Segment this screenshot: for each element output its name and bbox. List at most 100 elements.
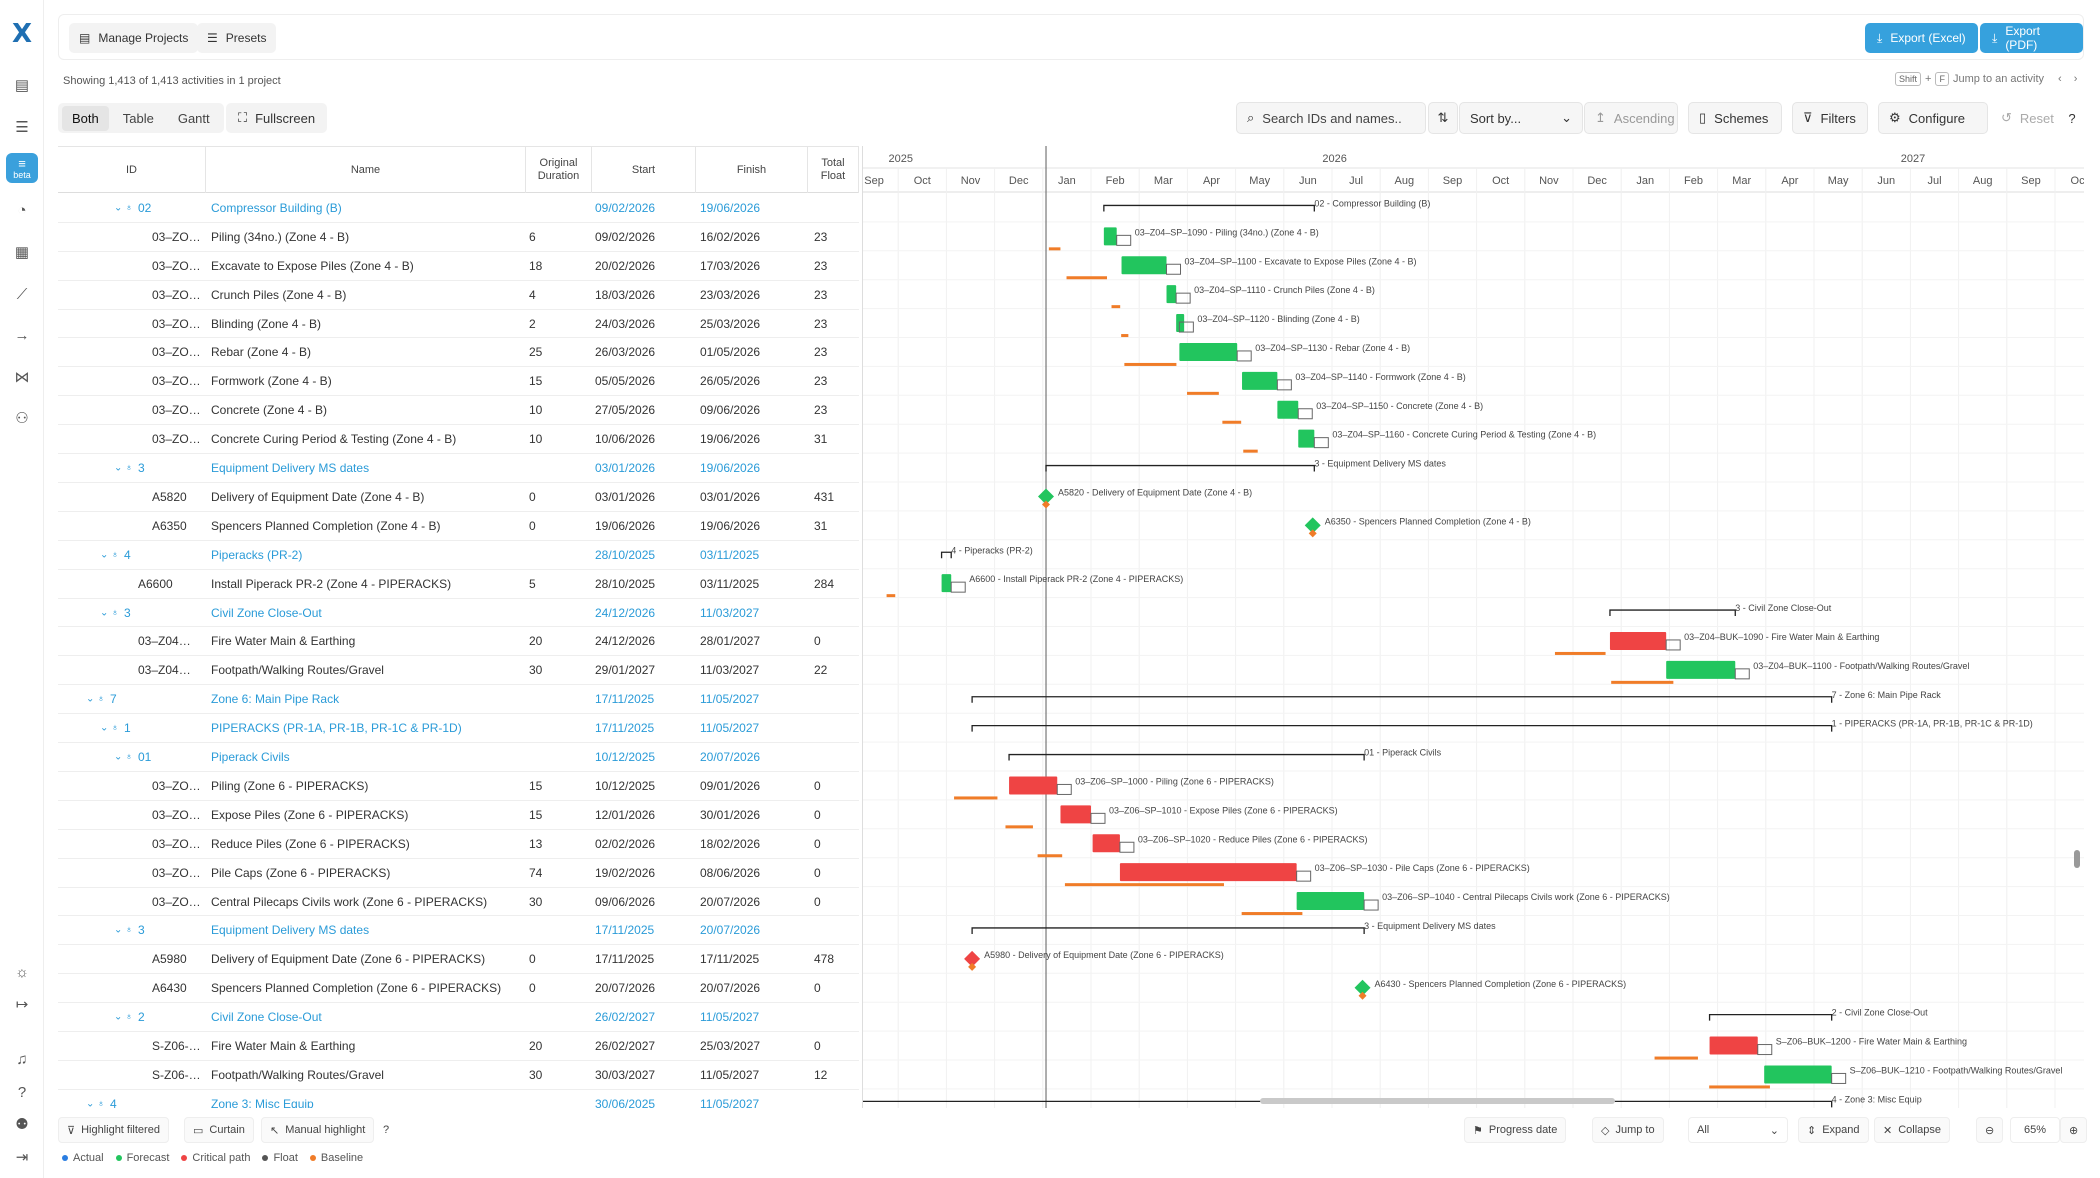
configure-button[interactable]: ⚙ Configure <box>1878 102 1988 134</box>
jump-to-button[interactable]: ◇ Jump to <box>1592 1117 1664 1143</box>
group-row[interactable]: ⌄ ♁ 3 Equipment Delivery MS dates 17/11/202… <box>58 917 859 946</box>
group-row[interactable]: ⌄ ♁ 4 Zone 3: Misc Equip 30/06/2025 11/05/20… <box>58 1090 859 1108</box>
zoom-out-button[interactable]: ⊖ <box>1976 1117 2004 1143</box>
app-logo[interactable]: X <box>11 19 33 49</box>
month-label: May <box>1828 175 1849 187</box>
table-row[interactable]: 03–ZO… Rebar (Zone 4 - B) 25 26/03/2026 01/0… <box>58 339 859 368</box>
expand-button[interactable]: ⇕ Expand <box>1798 1117 1869 1143</box>
table-row[interactable]: A6350 Spencers Planned Completion (Zone 4… <box>58 512 859 541</box>
help-icon[interactable]: ? <box>375 1117 398 1143</box>
logout-icon[interactable]: ⇥ <box>15 1149 29 1166</box>
group-row[interactable]: ⌄ ♁ 2 Civil Zone Close-Out 26/02/2027 11/05/… <box>58 1003 859 1033</box>
list-chart-icon[interactable]: ☰ <box>15 119 29 136</box>
chevron-left-icon[interactable]: ‹ <box>2058 73 2062 85</box>
tab-table[interactable]: Table <box>122 110 154 126</box>
ascending-button[interactable]: ↥ Ascending <box>1584 102 1678 134</box>
horizontal-scrollbar[interactable] <box>1260 1098 1615 1104</box>
chevron-down-icon[interactable]: ⌄ ♁ <box>100 607 119 619</box>
highlight-filtered-button[interactable]: ⊽ Highlight filtered <box>58 1117 169 1143</box>
sort-direction-button[interactable]: ⇅ <box>1428 102 1458 134</box>
export-excel-button[interactable]: ⤓ Export (Excel) <box>1865 23 1978 53</box>
table-row[interactable]: A6430 Spencers Planned Completion (Zone 6… <box>58 974 859 1004</box>
reset-button[interactable]: ↺ Reset <box>1990 102 2056 134</box>
group-row[interactable]: ⌄ ♁ 01 Piperack Civils 10/12/2025 20/07/2026 <box>58 743 859 772</box>
tab-both[interactable]: Both <box>62 105 109 131</box>
chevron-down-icon[interactable]: ⌄ ♁ <box>114 751 133 763</box>
chevron-down-icon[interactable]: ⌄ ♁ <box>114 462 133 474</box>
table-row[interactable]: S-Z06-… Footpath/Walking Routes/Gravel 30 3… <box>58 1061 859 1090</box>
sun-icon[interactable]: ☼ <box>15 963 29 981</box>
zoom-in-button[interactable]: ⊕ <box>2060 1117 2088 1143</box>
table-row[interactable]: 03–ZO… Blinding (Zone 4 - B) 2 24/03/2026 25… <box>58 310 859 339</box>
table-row[interactable]: 03–Z04… Fire Water Main & Earthing 20 24/12… <box>58 628 859 657</box>
table-row[interactable]: 03–ZO… Excavate to Expose Piles (Zone 4 -… <box>58 252 859 281</box>
bell-icon[interactable]: ♫ <box>16 1050 28 1068</box>
chevron-right-icon[interactable]: › <box>2073 73 2078 85</box>
progress-date-button[interactable]: ⚑ Progress date <box>1464 1117 1567 1143</box>
manage-projects-button[interactable]: ▤ Manage Projects <box>69 23 199 53</box>
chevron-down-icon[interactable]: ⌄ ♁ <box>114 1011 133 1023</box>
chevron-down-icon[interactable]: ⌄ ♁ <box>100 549 119 561</box>
table-row[interactable]: 03–ZO… Piling (34no.) (Zone 4 - B) 6 09/02/… <box>58 223 859 252</box>
col-id[interactable]: ID <box>58 147 206 193</box>
table-row[interactable]: 03–ZO… Piling (Zone 6 - PIPERACKS) 15 10/12… <box>58 772 859 801</box>
table-row[interactable]: 03–ZO… Expose Piles (Zone 6 - PIPERACKS) 1… <box>58 801 859 830</box>
table-row[interactable]: 03–ZO… Reduce Piles (Zone 6 - PIPERACKS) 1… <box>58 830 859 859</box>
all-select[interactable]: All ⌄ <box>1688 1117 1788 1143</box>
table-row[interactable]: 03–Z04… Footpath/Walking Routes/Gravel 30 2… <box>58 656 859 686</box>
table-row[interactable]: 03–ZO… Central Pilecaps Civils work (Zone… <box>58 888 859 917</box>
chevron-down-icon[interactable]: ⌄ ♁ <box>86 1098 105 1108</box>
fullscreen-button[interactable]: ⛶ Fullscreen <box>226 103 328 133</box>
chevron-down-icon[interactable]: ⌄ ♁ <box>114 924 133 936</box>
vertical-scrollbar[interactable] <box>2074 850 2080 868</box>
dashboard-icon[interactable]: ▦ <box>14 244 30 261</box>
schemes-button[interactable]: ▯ Schemes <box>1688 102 1782 134</box>
search-input[interactable]: Search IDs and names.. <box>1262 110 1402 126</box>
curtain-button[interactable]: ▭ Curtain <box>184 1117 254 1143</box>
table-row[interactable]: A5980 Delivery of Equipment Date (Zone 6 … <box>58 945 859 975</box>
col-start[interactable]: Start <box>592 147 696 193</box>
tab-gantt[interactable]: Gantt <box>177 110 210 126</box>
share-icon[interactable]: ⋈ <box>14 369 30 386</box>
gantt-icon[interactable]: ≡ beta <box>6 153 38 183</box>
table-row[interactable]: A6600 Install Piperack PR-2 (Zone 4 - PIP… <box>58 570 859 599</box>
col-duration[interactable]: Original Duration <box>526 147 592 193</box>
gauge-icon[interactable]: ◔ <box>17 201 27 219</box>
table-row[interactable]: 03–ZO… Formwork (Zone 4 - B) 15 05/05/2026 2… <box>58 367 859 397</box>
chevron-down-icon[interactable]: ⌄ ♁ <box>100 722 119 734</box>
presets-button[interactable]: ☰ Presets <box>197 23 277 53</box>
group-row[interactable]: ⌄ ♁ 4 Piperacks (PR-2) 28/10/2025 03/11/2025 <box>58 541 859 570</box>
table-row[interactable]: A5820 Delivery of Equipment Date (Zone 4 … <box>58 483 859 512</box>
line-chart-icon[interactable]: ⟋ <box>16 285 28 303</box>
col-name[interactable]: Name <box>206 147 526 193</box>
zoom-level[interactable]: 65% <box>2010 1117 2060 1143</box>
group-row[interactable]: ⌄ ♁ 7 Zone 6: Main Pipe Rack 17/11/2025 11/0… <box>58 685 859 715</box>
table-row[interactable]: 03–ZO… Pile Caps (Zone 6 - PIPERACKS) 74 19… <box>58 859 859 888</box>
manual-highlight-button[interactable]: ↖ Manual highlight <box>261 1117 375 1143</box>
export-pdf-button[interactable]: ⤓ Export (PDF) <box>1980 23 2083 53</box>
jump-shortcut[interactable]: Shift + F Jump to an activity ‹ › <box>1895 72 2077 86</box>
table-row[interactable]: 03–ZO… Concrete (Zone 4 - B) 10 27/05/2026 0… <box>58 396 859 426</box>
help-icon[interactable]: ? <box>2060 102 2084 134</box>
help-icon[interactable]: ? <box>17 1083 27 1101</box>
collapse-button[interactable]: ✕ Collapse <box>1874 1117 1951 1143</box>
collapse-icon[interactable]: ↦ <box>15 996 29 1013</box>
chevron-down-icon[interactable]: ⌄ ♁ <box>86 693 105 705</box>
clipboard-icon[interactable]: ▤ <box>14 77 30 94</box>
col-finish[interactable]: Finish <box>696 147 808 193</box>
chevron-down-icon[interactable]: ⌄ ♁ <box>114 202 133 214</box>
arrow-right-icon[interactable]: → <box>14 326 30 344</box>
user-settings-icon[interactable]: ⚇ <box>15 410 29 427</box>
table-row[interactable]: 03–ZO… Crunch Piles (Zone 4 - B) 4 18/03/20… <box>58 281 859 310</box>
users-icon[interactable]: ⚉ <box>15 1116 29 1133</box>
group-row[interactable]: ⌄ ♁ 1 PIPERACKS (PR-1A, PR-1B, PR-1C & PR-… <box>58 714 859 744</box>
group-row[interactable]: ⌄ ♁ 02 Compressor Building (B) 09/02/2026 19… <box>58 194 859 223</box>
search-box[interactable]: ⌕ Search IDs and names.. <box>1236 102 1426 134</box>
sort-select[interactable]: Sort by... ⌄ <box>1459 102 1583 134</box>
table-row[interactable]: S-Z06-… Fire Water Main & Earthing 20 26/02… <box>58 1032 859 1061</box>
group-row[interactable]: ⌄ ♁ 3 Equipment Delivery MS dates 03/01/202… <box>58 454 859 483</box>
group-row[interactable]: ⌄ ♁ 3 Civil Zone Close-Out 24/12/2026 11/03/… <box>58 599 859 628</box>
filters-button[interactable]: ⊽ Filters <box>1792 102 1868 134</box>
col-float[interactable]: Total Float <box>808 147 859 193</box>
table-row[interactable]: 03–ZO… Concrete Curing Period & Testing (… <box>58 425 859 455</box>
